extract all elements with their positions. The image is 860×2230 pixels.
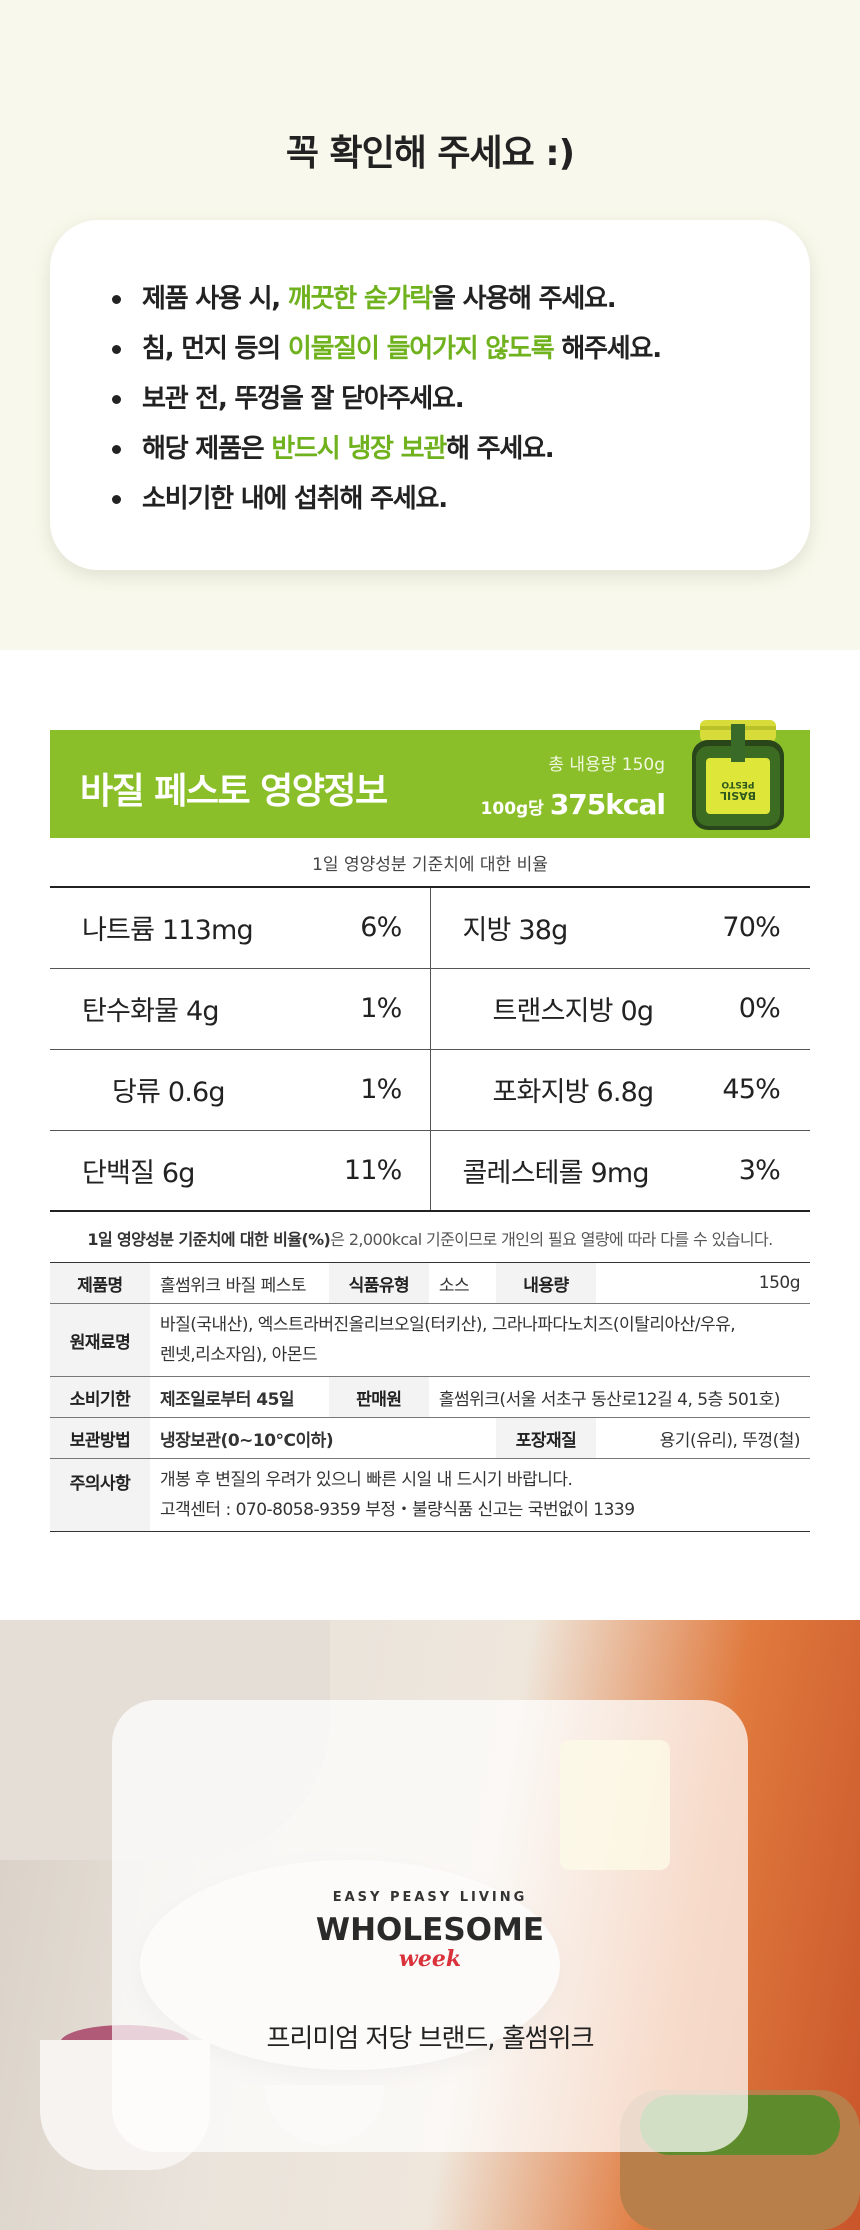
brand-logo: EASY PEASY LIVING WHOLESOME week: [312, 1886, 548, 2006]
info-label: 식품유형: [328, 1262, 429, 1304]
notice-section: 꼭 확인해 주세요 :) 제품 사용 시, 깨끗한 숟가락을 사용해 주세요. …: [0, 0, 860, 650]
info-label: 판매원: [328, 1376, 429, 1418]
info-label: 보관방법: [50, 1417, 150, 1459]
info-value: 150g: [595, 1262, 810, 1304]
notice-card: 제품 사용 시, 깨끗한 숟가락을 사용해 주세요. 침, 먼지 등의 이물질이…: [50, 220, 810, 570]
nutrient-name: 콜레스테롤 9mg: [462, 1157, 650, 1189]
nutrient-percent: 70%: [690, 887, 810, 969]
nutrient-percent: 1%: [300, 968, 431, 1050]
info-label: 소비기한: [50, 1376, 150, 1418]
info-label: 주의사항: [50, 1458, 150, 1532]
info-label: 원재료명: [50, 1303, 150, 1377]
nutrient-name: 지방 38g: [430, 887, 690, 969]
notice-item: 제품 사용 시, 깨끗한 숟가락을 사용해 주세요.: [112, 274, 661, 324]
info-value: 바질(국내산), 엑스트라버진올리브오일(터키산), 그라나파다노치즈(이탈리아…: [150, 1303, 810, 1377]
nutrient-name: 트랜스지방 0g: [430, 968, 690, 1050]
brand-card: EASY PEASY LIVING WHOLESOME week 프리미엄 저당…: [112, 1700, 748, 2152]
info-label: 포장재질: [495, 1417, 596, 1459]
nutrient-percent: 45%: [690, 1049, 810, 1131]
table-row: 단백질 6g 11% 콜레스테롤 9mg 3%: [50, 1130, 810, 1211]
info-value: 홀썸위크(서울 서초구 동산로12길 4, 5층 501호): [428, 1376, 810, 1418]
nutrient-percent: 3%: [738, 1154, 781, 1186]
nutrient-percent: 11%: [300, 1130, 431, 1211]
notice-title: 꼭 확인해 주세요 :): [285, 133, 575, 174]
notice-item: 해당 제품은 반드시 냉장 보관해 주세요.: [112, 424, 661, 474]
info-value: 소스: [428, 1262, 496, 1304]
notice-list: 제품 사용 시, 깨끗한 숟가락을 사용해 주세요. 침, 먼지 등의 이물질이…: [112, 274, 662, 524]
nutrient-percent: 6%: [300, 887, 431, 969]
svg-text:BASIL: BASIL: [720, 789, 756, 802]
table-row: 주의사항 개봉 후 변질의 우려가 있으니 빠른 시일 내 드시기 바랍니다. …: [50, 1458, 810, 1532]
info-label: 제품명: [50, 1262, 150, 1304]
table-row: 보관방법 냉장보관(0~10°C이하) 포장재질 용기(유리), 뚜껑(철): [50, 1417, 810, 1459]
notice-highlight: 반드시 냉장 보관: [271, 434, 447, 464]
kcal-per-label: 100g당: [480, 799, 544, 819]
total-volume: 총 내용량 150g: [548, 755, 665, 775]
reference-line: 1일 영양성분 기준치에 대한 비율: [312, 855, 548, 875]
nutrient-percent: 0%: [690, 968, 810, 1050]
table-row: 당류 0.6g 1% 포화지방 6.8g 45%: [50, 1049, 810, 1131]
table-row: 제품명 홀썸위크 바질 페스토 식품유형 소스 내용량 150g: [50, 1262, 810, 1304]
nutrient-name: 단백질 6g: [82, 1157, 195, 1189]
notice-item: 보관 전, 뚜껑을 잘 닫아주세요.: [112, 374, 661, 424]
table-row: 소비기한 제조일로부터 45일 판매원 홀썸위크(서울 서초구 동산로12길 4…: [50, 1376, 810, 1418]
nutrient-name: 포화지방 6.8g: [430, 1049, 690, 1131]
nutrient-name: 나트륨 113mg: [50, 887, 300, 969]
product-info-table: 제품명 홀썸위크 바질 페스토 식품유형 소스 내용량 150g 원재료명 바질…: [50, 1262, 810, 1532]
table-row: 나트륨 113mg 6% 지방 38g 70%: [50, 887, 810, 969]
kcal-line: 100g당 375kcal: [480, 788, 666, 821]
nutrient-name: 탄수화물 4g: [50, 968, 300, 1050]
nutrition-table: 나트륨 113mg 6% 지방 38g 70% 탄수화물 4g 1% 트랜스지방…: [50, 886, 810, 1212]
nutrition-title: 바질 페스토 영양정보: [80, 771, 388, 812]
svg-text:PESTO: PESTO: [721, 779, 754, 789]
brand-slogan: 프리미엄 저당 브랜드, 홀썸위크: [266, 2024, 594, 2054]
logo-week: week: [398, 1946, 462, 1972]
notice-highlight: 깨끗한 숟가락: [287, 284, 433, 314]
brand-section: EASY PEASY LIVING WHOLESOME week 프리미엄 저당…: [0, 1620, 860, 2230]
nutrition-footnote: 1일 영양성분 기준치에 대한 비율(%)은 2,000kcal 기준이므로 개…: [87, 1230, 773, 1249]
notice-item: 침, 먼지 등의 이물질이 들어가지 않도록 해주세요.: [112, 324, 662, 374]
info-label: 내용량: [495, 1262, 596, 1304]
info-value: 개봉 후 변질의 우려가 있으니 빠른 시일 내 드시기 바랍니다. 고객센터 …: [160, 1470, 635, 1520]
notice-item: 소비기한 내에 섭취해 주세요.: [112, 474, 661, 524]
logo-tagline: EASY PEASY LIVING: [332, 1890, 528, 1905]
table-row: 탄수화물 4g 1% 트랜스지방 0g 0%: [50, 968, 810, 1050]
info-value: 제조일로부터 45일: [150, 1376, 329, 1418]
nutrient-name: 당류 0.6g: [50, 1049, 300, 1131]
nutrition-section: 바질 페스토 영양정보 총 내용량 150g 100g당 375kcal PEST…: [0, 650, 860, 1620]
info-value: 용기(유리), 뚜껑(철): [595, 1417, 810, 1459]
nutrition-header: 바질 페스토 영양정보 총 내용량 150g 100g당 375kcal PEST…: [50, 720, 810, 838]
kcal-value: 375kcal: [549, 788, 666, 821]
logo-wordmark: WHOLESOME: [315, 1912, 545, 1948]
notice-highlight: 이물질이 들어가지 않도록: [287, 334, 555, 364]
info-value: 냉장보관(0~10°C이하): [150, 1417, 496, 1459]
info-value: 홀썸위크 바질 페스토: [150, 1262, 329, 1304]
table-row: 원재료명 바질(국내산), 엑스트라버진올리브오일(터키산), 그라나파다노치즈…: [50, 1303, 810, 1377]
pesto-jar-image: PESTO BASIL: [692, 720, 784, 830]
nutrient-percent: 1%: [300, 1049, 431, 1131]
